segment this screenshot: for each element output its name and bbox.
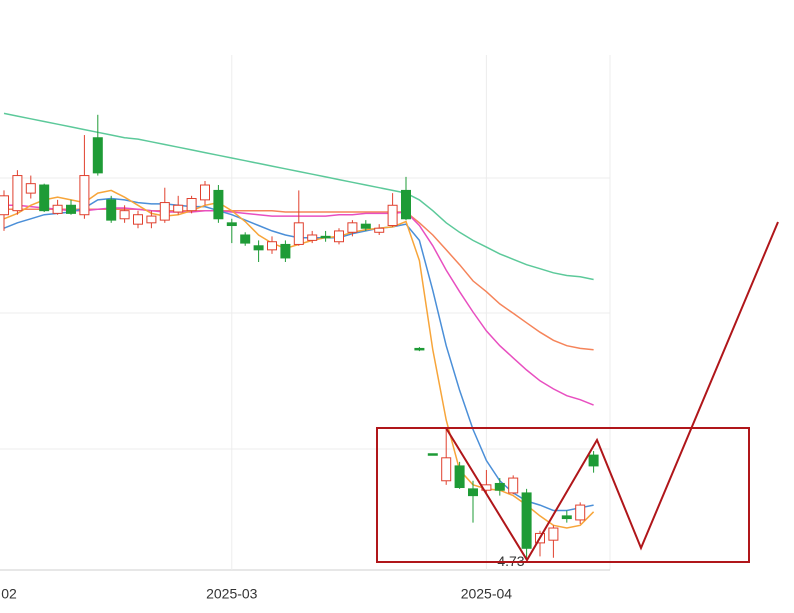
candle-body: [334, 230, 344, 243]
candle-body: [508, 477, 519, 494]
candle-body: [575, 504, 586, 521]
plot: 02 2025-03 2025-044.73: [0, 55, 599, 602]
annotation-box: [376, 427, 750, 563]
candle-body: [414, 347, 425, 351]
candle-body: [374, 227, 385, 233]
candle-body: [521, 492, 532, 549]
candle-body: [52, 204, 63, 214]
candle-body: [561, 515, 572, 520]
candle-body: [146, 215, 157, 224]
candle-body: [253, 245, 264, 251]
grid: [0, 55, 611, 571]
candle-body: [280, 243, 291, 259]
candle-body: [387, 204, 398, 227]
candle-body: [240, 234, 251, 244]
candle-body: [92, 137, 103, 174]
candle-body: [159, 202, 170, 221]
candle-body: [79, 175, 90, 216]
candle-body: [320, 235, 331, 239]
w-pattern: [445, 221, 779, 562]
candle-body: [66, 204, 76, 214]
candle-body: [441, 457, 452, 482]
candle-body: [25, 183, 36, 194]
candle-body: [588, 454, 599, 467]
candle-body: [200, 184, 210, 201]
candle-body: [213, 189, 224, 220]
candle-body: [454, 465, 465, 489]
candle-body: [12, 175, 23, 212]
candle-body: [347, 222, 358, 233]
candle-body: [360, 223, 371, 229]
candle-body: [226, 222, 237, 227]
candle-body: [468, 488, 478, 497]
candle-body: [106, 199, 117, 221]
x-tick-label: 2025-03: [206, 586, 258, 602]
candle-body: [494, 482, 505, 491]
candle-body: [173, 204, 184, 213]
candle-body: [133, 214, 143, 225]
ma-line: [3, 112, 594, 281]
x-tick-label: 02: [1, 586, 17, 602]
candle-body: [401, 189, 411, 220]
candle-body: [186, 198, 197, 212]
x-tick-label: 2025-04: [461, 586, 513, 602]
candle-body: [427, 453, 438, 456]
annotation: [376, 221, 779, 563]
candle-body: [39, 184, 50, 212]
candle-body: [548, 527, 559, 541]
candle-body: [307, 234, 318, 241]
candle-body: [267, 241, 277, 251]
candle-body: [0, 195, 9, 216]
candle-body: [119, 210, 130, 220]
candle-body: [293, 222, 304, 245]
